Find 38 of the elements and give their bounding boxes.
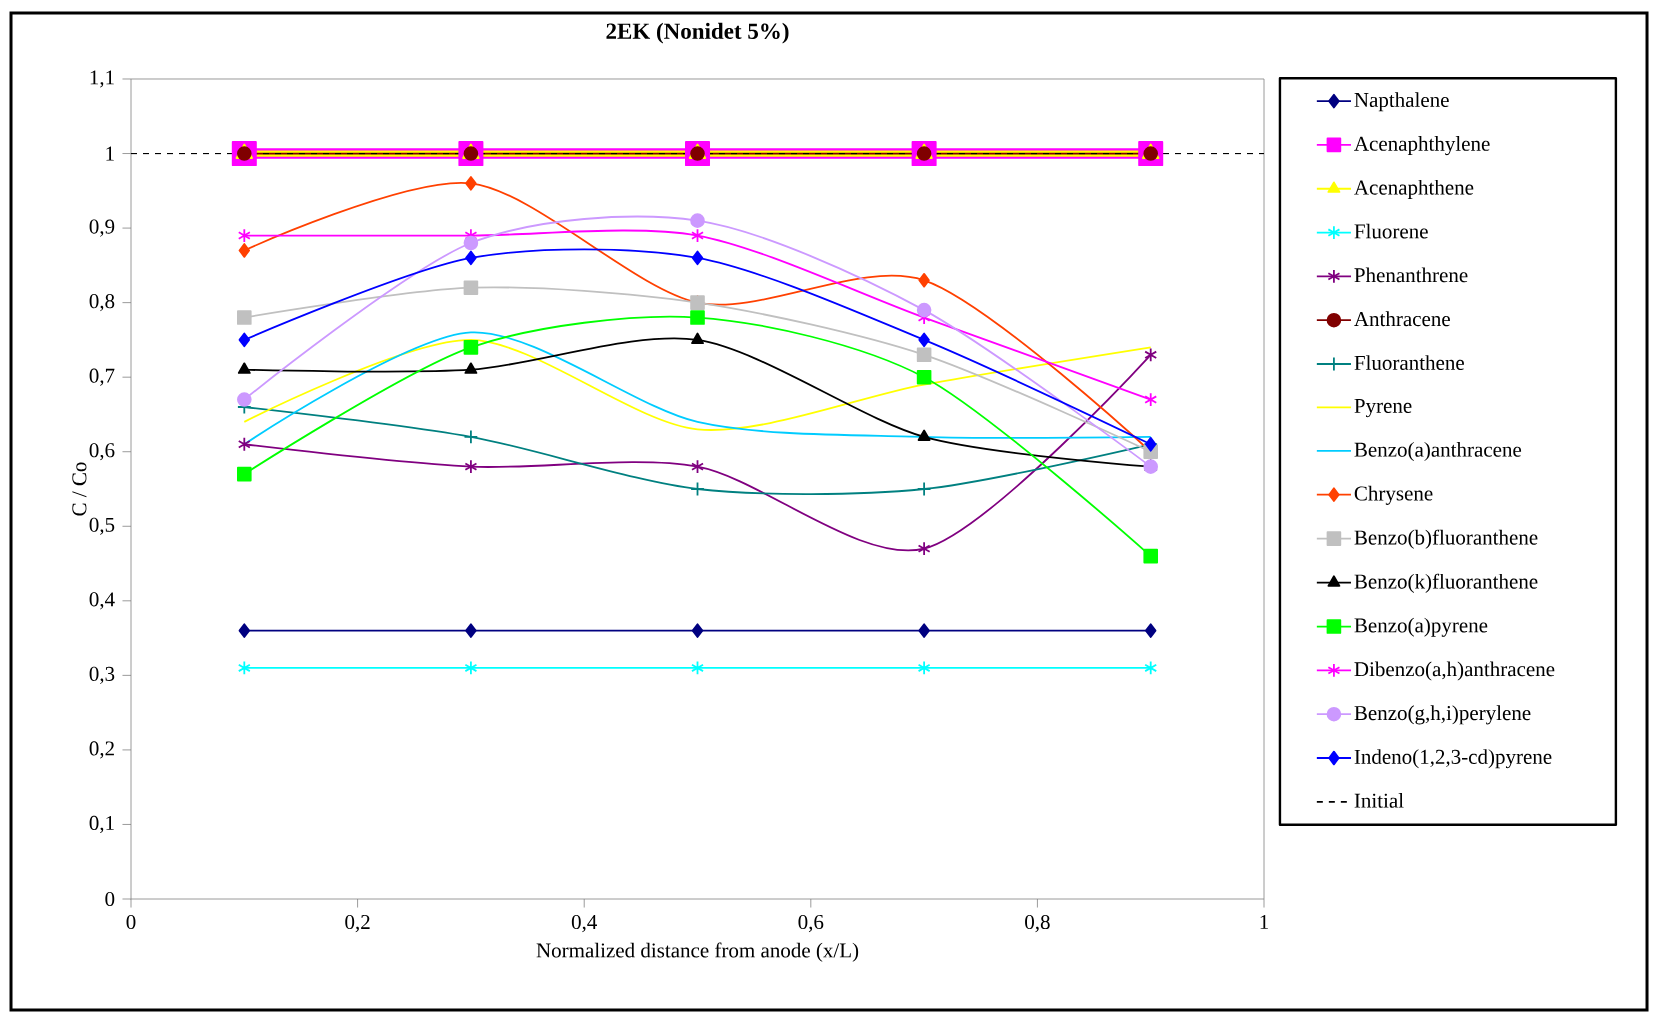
y-tick-label: 0,7 <box>89 368 115 386</box>
legend-label: Fluorene <box>1354 223 1428 239</box>
y-tick-label: 0,5 <box>89 517 115 535</box>
y-tick-label: 0,2 <box>89 741 114 759</box>
legend-label: Acenaphthylene <box>1354 136 1490 156</box>
y-tick-label: 1,1 <box>90 70 114 88</box>
legend-label: Benzo(a)anthracene <box>1354 442 1522 462</box>
legend-label: Fluoranthene <box>1354 355 1464 370</box>
x-tick-label: 0,4 <box>571 914 597 933</box>
legend-label: Indeno(1,2,3-cd)pyrene <box>1354 749 1552 769</box>
x-tick-label: 1 <box>1260 914 1268 929</box>
legend-label: Benzo(b)fluoranthene <box>1354 529 1538 549</box>
y-tick-label: 0,6 <box>89 443 115 461</box>
y-tick-label: 0,4 <box>89 592 115 610</box>
legend-label: Dibenzo(a,h)anthracene <box>1354 661 1555 681</box>
x-tick-label: 0,6 <box>798 914 824 933</box>
y-axis-title: C / Co <box>72 462 87 516</box>
legend-label: Initial <box>1354 793 1404 808</box>
y-tick-label: 1 <box>106 146 114 161</box>
legend-label: Pyrene <box>1354 398 1412 418</box>
legend-label: Anthracene <box>1354 311 1450 327</box>
x-tick-label: 0,2 <box>345 914 370 933</box>
chart-title: 2EK (Nonidet 5%) <box>606 22 789 44</box>
legend-label: Acenaphthene <box>1354 179 1474 199</box>
y-tick-label: 0,1 <box>89 815 114 834</box>
legend-label: Napthalene <box>1354 92 1449 112</box>
y-tick-label: 0,9 <box>89 219 115 237</box>
legend-label: Phenanthrene <box>1354 267 1468 283</box>
y-tick-label: 0 <box>105 891 115 907</box>
x-axis-title: Normalized distance from anode (x/L) <box>536 942 859 962</box>
legend-label: Chrysene <box>1354 485 1433 505</box>
legend-label: Benzo(k)fluoranthene <box>1354 573 1538 593</box>
x-tick-label: 0 <box>126 914 136 930</box>
legend-label: Benzo(a)pyrene <box>1354 617 1488 637</box>
y-tick-label: 0,8 <box>89 294 115 312</box>
legend-label: Benzo(g,h,i)perylene <box>1354 705 1531 725</box>
x-tick-label: 0,8 <box>1025 914 1050 933</box>
y-tick-label: 0,3 <box>89 666 115 684</box>
